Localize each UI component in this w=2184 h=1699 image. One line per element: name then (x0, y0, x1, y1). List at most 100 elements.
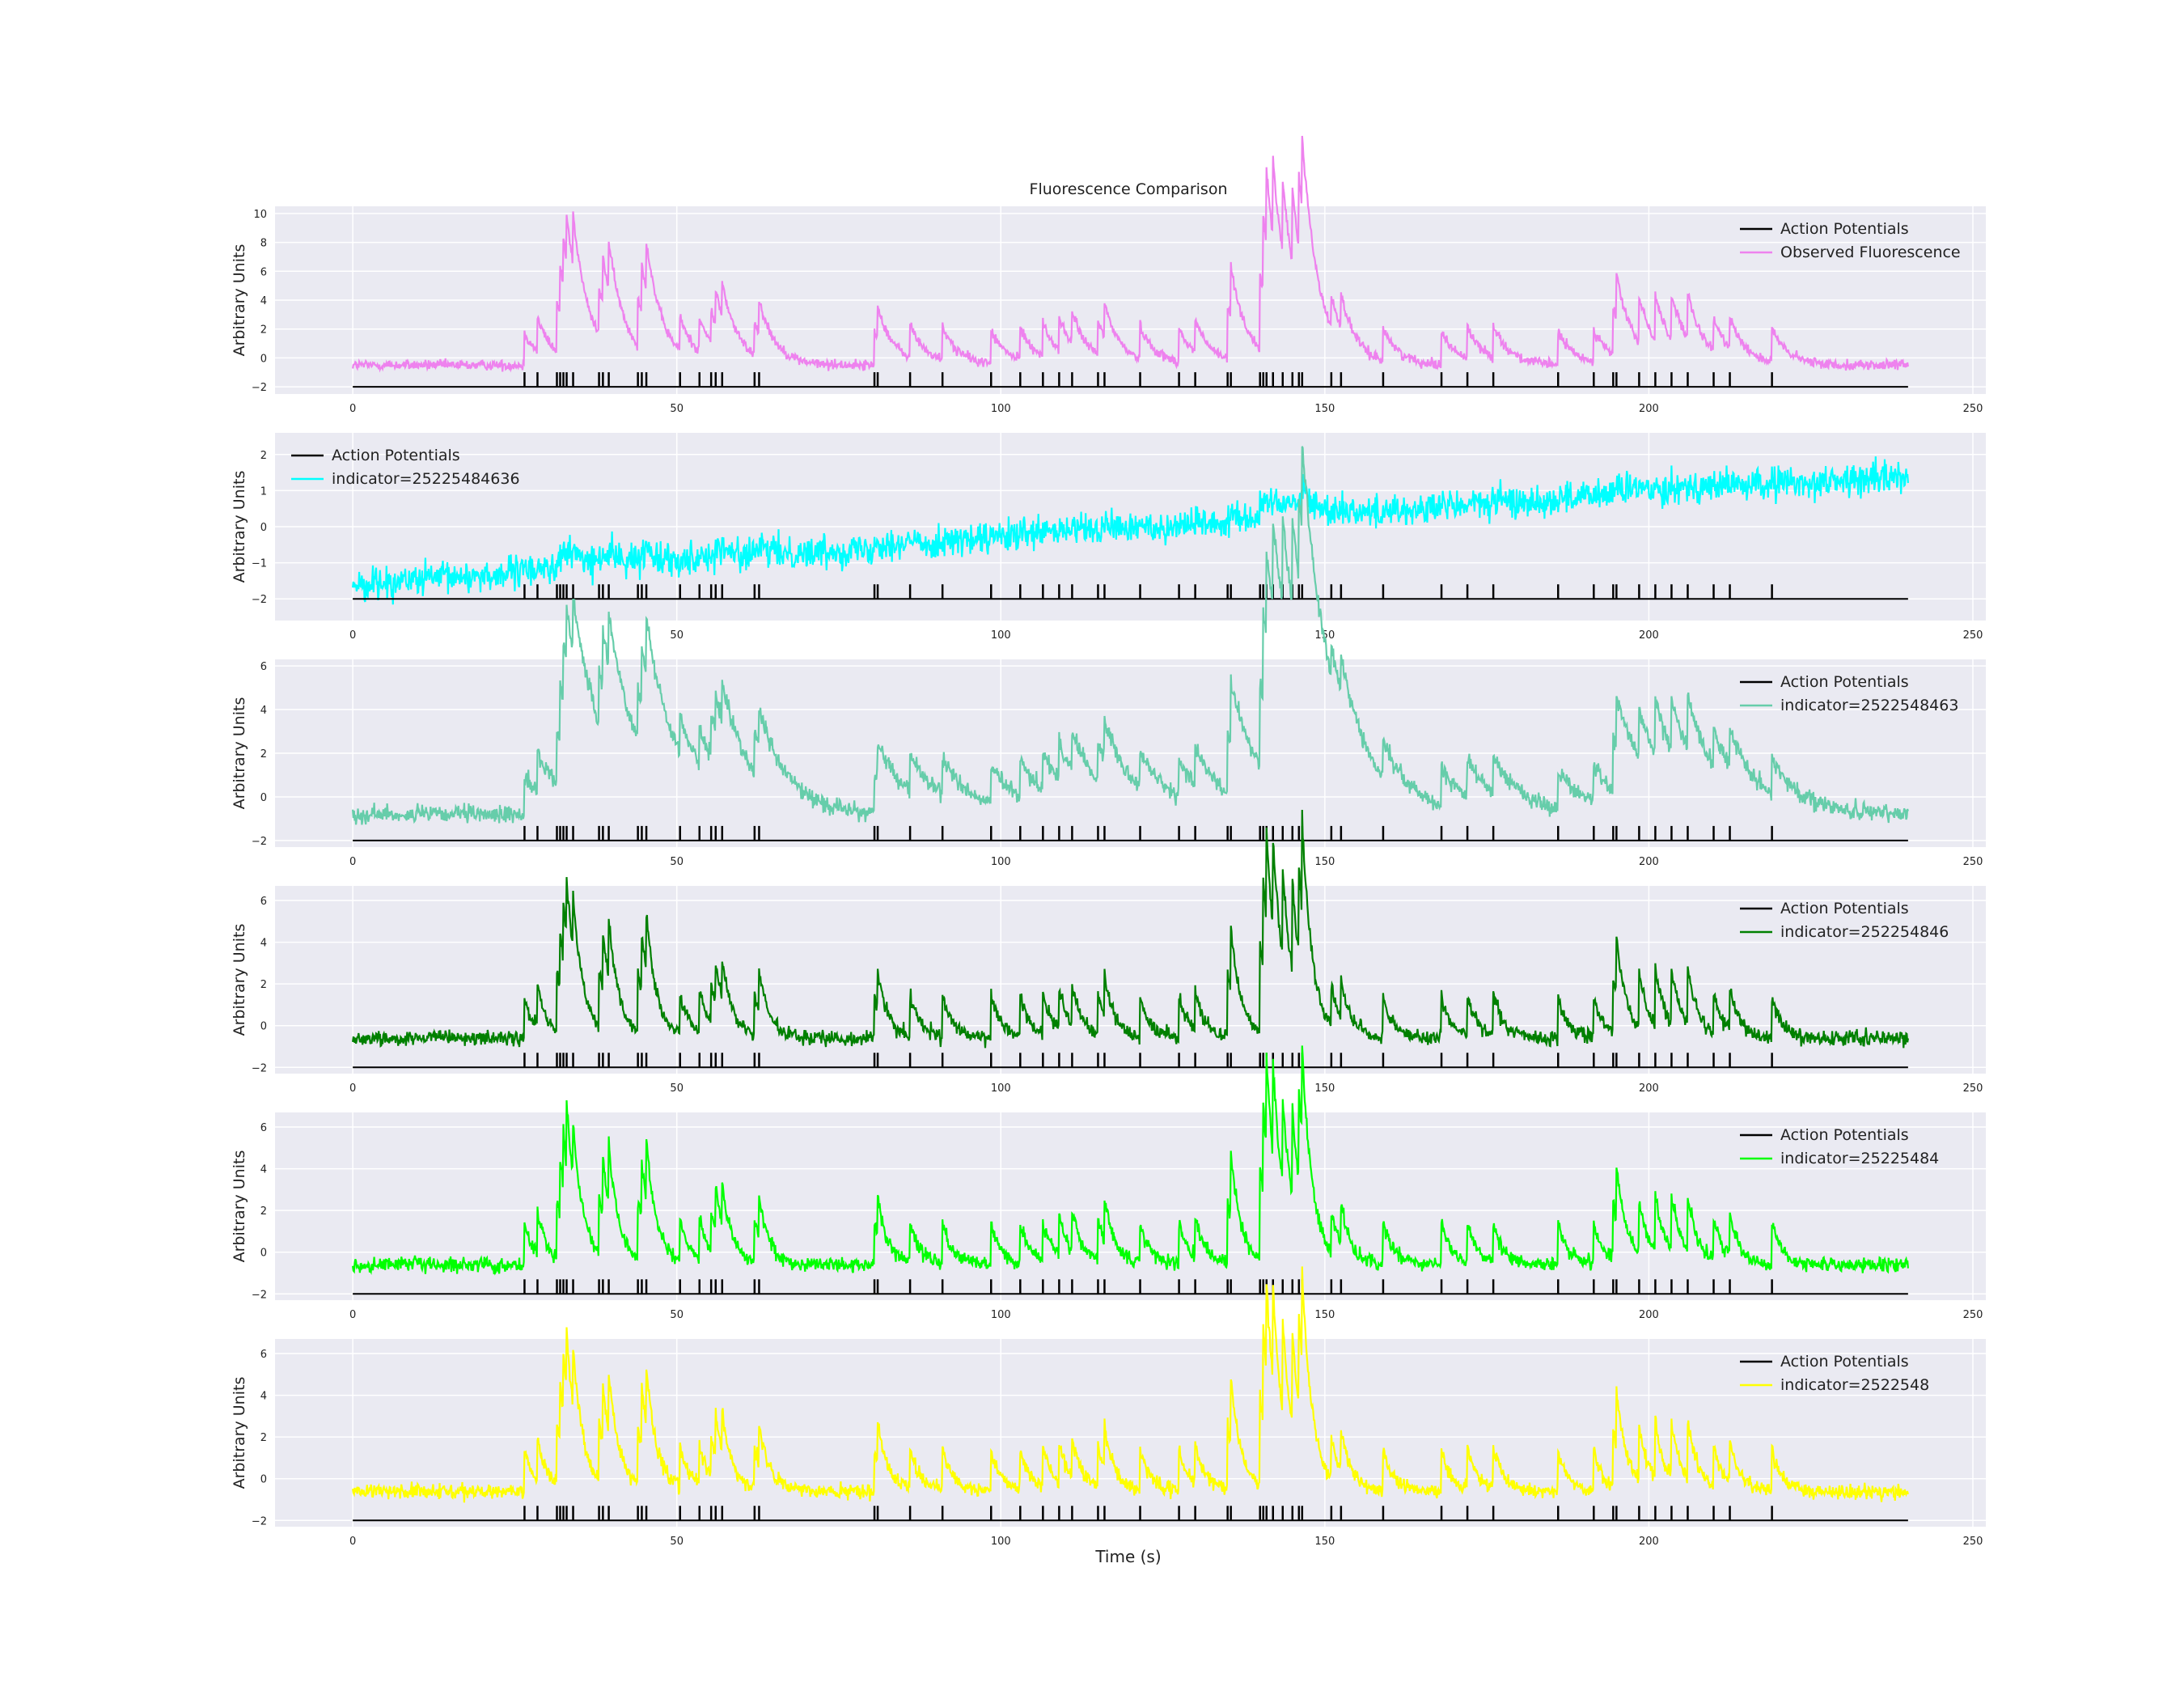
x-tick-label: 150 (1314, 403, 1335, 415)
legend-entry: indicator=25225484636 (332, 470, 520, 488)
legend-entry: Action Potentials (332, 447, 460, 464)
y-tick-label: −2 (252, 1289, 267, 1301)
legend: Action Potentials Observed Fluorescence (1740, 220, 1961, 261)
x-tick-label: 50 (670, 1536, 684, 1548)
legend-entry: Action Potentials (1780, 673, 1909, 691)
x-tick-label: 100 (991, 1536, 1011, 1548)
y-tick-label: 6 (260, 266, 267, 278)
x-tick-label: 150 (1314, 629, 1335, 642)
x-tick-label: 200 (1639, 856, 1659, 868)
fluorescence-series-line (352, 1266, 1909, 1503)
y-tick-label: −2 (252, 1515, 267, 1527)
x-tick-label: 100 (991, 629, 1011, 642)
x-axis-label: Time (s) (1094, 1547, 1161, 1566)
y-axis-label: Arbitrary Units (231, 471, 248, 583)
fluorescence-series-line (352, 456, 1909, 605)
y-tick-label: 2 (260, 1205, 267, 1218)
y-tick-label: 6 (260, 1349, 267, 1361)
y-tick-label: 1 (260, 485, 267, 498)
y-tick-label: −2 (252, 1062, 267, 1074)
y-tick-label: −1 (252, 558, 267, 570)
y-tick-label: 10 (253, 209, 267, 221)
legend-entry: Action Potentials (1780, 1353, 1909, 1371)
legend-entry: indicator=252254846 (1780, 923, 1949, 941)
x-tick-label: 0 (349, 1309, 356, 1321)
legend-entry: Action Potentials (1780, 220, 1909, 238)
plot-area (275, 886, 1986, 1074)
panel-4: 0 50 100 150 200 250 −2 0 2 4 6 Arbitrary Units Acti… (231, 809, 1986, 1095)
legend-entry: indicator=2522548463 (1780, 697, 1958, 714)
y-tick-label: −2 (252, 382, 267, 394)
x-tick-label: 0 (349, 629, 356, 642)
x-tick-label: 200 (1639, 1083, 1659, 1095)
x-tick-label: 100 (991, 1083, 1011, 1095)
x-tick-label: 50 (670, 1083, 684, 1095)
y-axis-label: Arbitrary Units (231, 697, 248, 810)
legend-entry: indicator=2522548 (1780, 1376, 1929, 1394)
legend: Action Potentials indicator=2522548 (1740, 1353, 1929, 1394)
x-tick-label: 100 (991, 856, 1011, 868)
plot-area (275, 1112, 1986, 1300)
x-tick-label: 250 (1963, 1083, 1983, 1095)
y-axis-label: Arbitrary Units (231, 244, 248, 357)
x-tick-label: 100 (991, 1309, 1011, 1321)
legend: Action Potentials indicator=25225484636 (291, 447, 520, 488)
y-axis-label: Arbitrary Units (231, 924, 248, 1036)
x-tick-label: 250 (1963, 856, 1983, 868)
y-tick-label: 2 (260, 1432, 267, 1444)
panel-6: 0 50 100 150 200 250 −2 0 2 4 6 Arbitrary Units Acti… (231, 1266, 1986, 1548)
y-tick-label: 2 (260, 979, 267, 991)
x-tick-label: 50 (670, 1309, 684, 1321)
y-tick-label: 0 (260, 1248, 267, 1260)
panel-1: 0 50 100 150 200 250 −2 0 2 4 6 8 10 Arbitrary Units A… (231, 135, 1986, 415)
x-tick-label: 100 (991, 403, 1011, 415)
fluorescence-series-line (352, 135, 1909, 373)
legend-entry: Action Potentials (1780, 1126, 1909, 1144)
y-tick-label: 2 (260, 324, 267, 337)
legend: Action Potentials indicator=2522548463 (1740, 673, 1958, 714)
x-tick-label: 0 (349, 856, 356, 868)
x-tick-label: 200 (1639, 1536, 1659, 1548)
x-tick-label: 150 (1314, 1083, 1335, 1095)
figure-title: Fluorescence Comparison (1030, 180, 1228, 198)
y-tick-label: 0 (260, 1474, 267, 1486)
x-tick-label: 250 (1963, 629, 1983, 642)
y-tick-label: −2 (252, 594, 267, 606)
fluorescence-series-line (352, 1045, 1909, 1276)
x-tick-label: 0 (349, 1083, 356, 1095)
y-tick-label: −2 (252, 836, 267, 848)
panel-2: 0 50 100 150 200 250 −2 −1 0 1 2 Arbitrary Units Act… (231, 433, 1986, 642)
x-tick-label: 50 (670, 403, 684, 415)
legend: Action Potentials indicator=25225484 (1740, 1126, 1939, 1167)
x-tick-label: 200 (1639, 629, 1659, 642)
y-tick-label: 0 (260, 353, 267, 365)
x-tick-label: 50 (670, 856, 684, 868)
y-tick-label: 6 (260, 896, 267, 908)
legend-entry: indicator=25225484 (1780, 1150, 1939, 1167)
y-tick-label: 8 (260, 238, 267, 250)
legend: Action Potentials indicator=252254846 (1740, 900, 1949, 941)
x-tick-label: 50 (670, 629, 684, 642)
y-tick-label: 2 (260, 748, 267, 761)
y-tick-label: 4 (260, 295, 267, 307)
x-tick-label: 150 (1314, 1309, 1335, 1321)
fluorescence-series-line (352, 446, 1909, 825)
plot-area (275, 1339, 1986, 1527)
x-tick-label: 250 (1963, 1309, 1983, 1321)
y-tick-label: 6 (260, 661, 267, 673)
fluorescence-series-line (352, 809, 1909, 1049)
y-axis-label: Arbitrary Units (231, 1377, 248, 1489)
y-tick-label: 0 (260, 792, 267, 804)
x-tick-label: 200 (1639, 1309, 1659, 1321)
x-tick-label: 150 (1314, 1536, 1335, 1548)
y-tick-label: 0 (260, 522, 267, 534)
x-tick-label: 200 (1639, 403, 1659, 415)
y-tick-label: 4 (260, 705, 267, 717)
y-tick-label: 4 (260, 1391, 267, 1403)
legend-entry: Observed Fluorescence (1780, 244, 1961, 261)
x-tick-label: 250 (1963, 403, 1983, 415)
y-axis-label: Arbitrary Units (231, 1150, 248, 1263)
